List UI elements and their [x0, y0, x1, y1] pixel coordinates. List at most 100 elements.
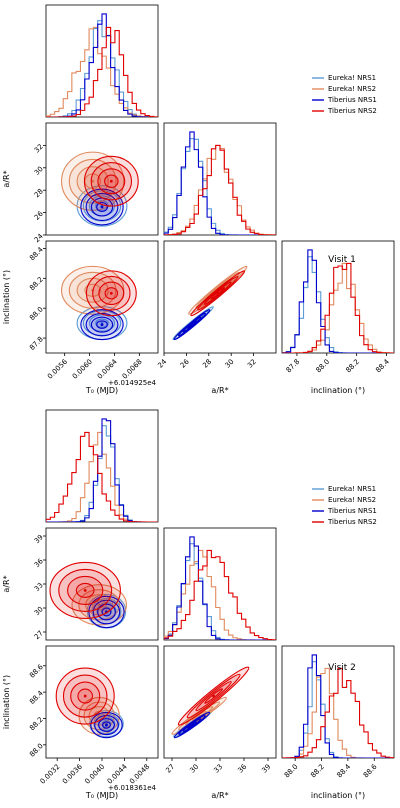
x-axis-label-ars: a/R* — [211, 386, 228, 395]
hist-panel-ars — [163, 527, 277, 641]
x-axis-label-ars: a/R* — [211, 791, 228, 800]
x-tick-label: 0.0036 — [61, 762, 84, 785]
x-tick-label: 24 — [156, 357, 168, 369]
x-tick-label: 88.6 — [362, 762, 379, 779]
mode-tiberius-nrs1 — [105, 723, 108, 727]
y-tick-label: 88.4 — [28, 245, 45, 262]
y-tick-label: 27 — [33, 629, 45, 641]
x-tick-label: 88.0 — [315, 358, 332, 375]
x-offset-text: +6.018361e4 — [108, 784, 157, 792]
y-tick-label: 36 — [33, 557, 45, 569]
y-tick-label: 24 — [33, 232, 45, 244]
mode-tiberius-nrs1 — [100, 323, 104, 327]
mode-tiberius-nrs1 — [190, 723, 194, 727]
x-tick-label: 88.2 — [344, 358, 361, 375]
y-tick-label: 88.0 — [28, 305, 45, 322]
hist-tiberius-nrs2 — [282, 667, 394, 758]
hist-panel-t0 — [45, 4, 159, 118]
mode-tiberius-nrs2 — [216, 291, 220, 295]
legend-label-eureka-nrs1: Eureka! NRS1 — [328, 485, 376, 493]
hist-panel-t0 — [45, 409, 159, 523]
x-tick-label: 0.0060 — [71, 358, 94, 381]
x-tick-label: 0.0048 — [128, 763, 151, 786]
y-axis-label-ars: a/R* — [2, 575, 11, 592]
x-tick-label: 0.0044 — [106, 762, 129, 785]
x-tick-label: 32 — [246, 358, 258, 370]
x-tick-label: 88.4 — [336, 762, 353, 779]
mode-tiberius-nrs2 — [109, 179, 113, 183]
y-tick-label: 88.6 — [28, 663, 45, 680]
legend-label-tiberius-nrs1: Tiberius NRS1 — [327, 96, 377, 104]
y-axis-label-inc: inclination (°) — [2, 270, 11, 324]
panel-frame — [281, 240, 395, 354]
contour-panel-ars-inc: 27 30 33 36 39 — [163, 645, 277, 775]
visit-title: Visit 2 — [328, 663, 356, 673]
mode-eureka-nrs2 — [91, 179, 95, 183]
hist-tiberius-nrs1 — [282, 654, 394, 758]
legend-label-eureka-nrs2: Eureka! NRS2 — [328, 496, 376, 504]
hist-panel-inc: 88.0 88.2 88.4 88.6 — [281, 645, 395, 780]
y-tick-label: 88.4 — [28, 689, 45, 706]
panel-frame — [45, 240, 159, 354]
y-tick-label: 32 — [33, 143, 45, 155]
y-tick-label: 88.2 — [28, 276, 45, 293]
legend: Eureka! NRS1 Eureka! NRS2 Tiberius NRS1 Tib… — [312, 74, 377, 115]
mode-tiberius-nrs1 — [100, 205, 104, 209]
hist-tiberius-nrs2 — [164, 549, 276, 640]
visit-2-corner: 27 30 33 36 39 0.0032 0.0036 0.0040 0.0044 0.0048… — [2, 409, 395, 800]
hist-eureka-nrs1 — [164, 138, 276, 235]
x-tick-label: 87.8 — [285, 358, 302, 375]
mode-tiberius-nrs2 — [83, 694, 87, 698]
x-tick-label: 88.2 — [309, 763, 326, 780]
y-axis-label-ars: a/R* — [2, 170, 11, 187]
legend-label-eureka-nrs1: Eureka! NRS1 — [328, 74, 376, 82]
contour-panel-t0-ars: 27 30 33 36 39 — [33, 527, 159, 641]
x-axis-label-inc: inclination (°) — [311, 791, 365, 800]
x-tick-label: 39 — [260, 763, 272, 775]
x-tick-label: 0.0068 — [121, 358, 144, 381]
mode-tiberius-nrs1 — [190, 323, 194, 327]
contour-panel-ars-inc: 24 26 28 30 32 — [156, 240, 277, 370]
x-tick-label: 36 — [236, 762, 248, 774]
x-tick-label: 88.0 — [283, 763, 300, 780]
hist-panel-ars — [163, 122, 277, 236]
y-tick-label: 30 — [33, 605, 45, 617]
mode-tiberius-nrs2 — [212, 694, 216, 698]
hist-tiberius-nrs1 — [164, 536, 276, 640]
x-tick-label: 30 — [224, 358, 236, 370]
y-tick-label: 26 — [33, 209, 45, 221]
x-tick-label: 0.0056 — [46, 357, 69, 380]
y-tick-label: 88.2 — [28, 716, 45, 733]
mode-tiberius-nrs2 — [109, 291, 113, 295]
panel-frame — [163, 122, 277, 236]
y-tick-label: 30 — [33, 165, 45, 177]
hist-eureka-nrs1 — [164, 543, 276, 640]
x-axis-label-t0: T₀ (MJD) — [85, 386, 118, 395]
hist-tiberius-nrs2 — [282, 262, 394, 353]
hist-tiberius-nrs2 — [46, 431, 158, 522]
hist-tiberius-nrs2 — [164, 144, 276, 235]
mode-eureka-nrs2 — [97, 714, 101, 718]
contour-panel-t0-inc: 0.0032 0.0036 0.0040 0.0044 0.0048 88.0 88.2 88… — [28, 645, 159, 786]
y-axis-label-inc: inclination (°) — [2, 675, 11, 729]
contour-panel-t0-inc: 0.0056 0.0060 0.0064 0.0068 87.8 88.0 88.2 88.4 — [28, 240, 159, 381]
y-tick-label: 39 — [33, 533, 45, 545]
legend-label-tiberius-nrs2: Tiberius NRS2 — [327, 107, 377, 115]
x-tick-label: 26 — [179, 357, 191, 369]
x-axis-label-t0: T₀ (MJD) — [85, 791, 118, 800]
x-tick-label: 88.4 — [374, 357, 391, 374]
y-tick-label: 87.8 — [28, 335, 45, 352]
x-tick-label: 0.0064 — [96, 357, 119, 380]
mode-eureka-nrs2 — [97, 603, 101, 607]
y-tick-label: 28 — [33, 187, 45, 199]
visit-title: Visit 1 — [328, 255, 356, 265]
hist-tiberius-nrs2 — [46, 26, 158, 117]
x-tick-label: 33 — [212, 763, 224, 775]
legend-label-eureka-nrs2: Eureka! NRS2 — [328, 85, 376, 93]
visit-1-corner: 24 26 28 30 32 0.0056 0.0060 0.0064 0.0068 87.8 88… — [2, 4, 395, 395]
x-tick-label: 0.0032 — [39, 763, 62, 786]
hist-tiberius-nrs1 — [282, 249, 394, 353]
panel-frame — [45, 527, 159, 641]
x-tick-label: 30 — [188, 763, 200, 775]
